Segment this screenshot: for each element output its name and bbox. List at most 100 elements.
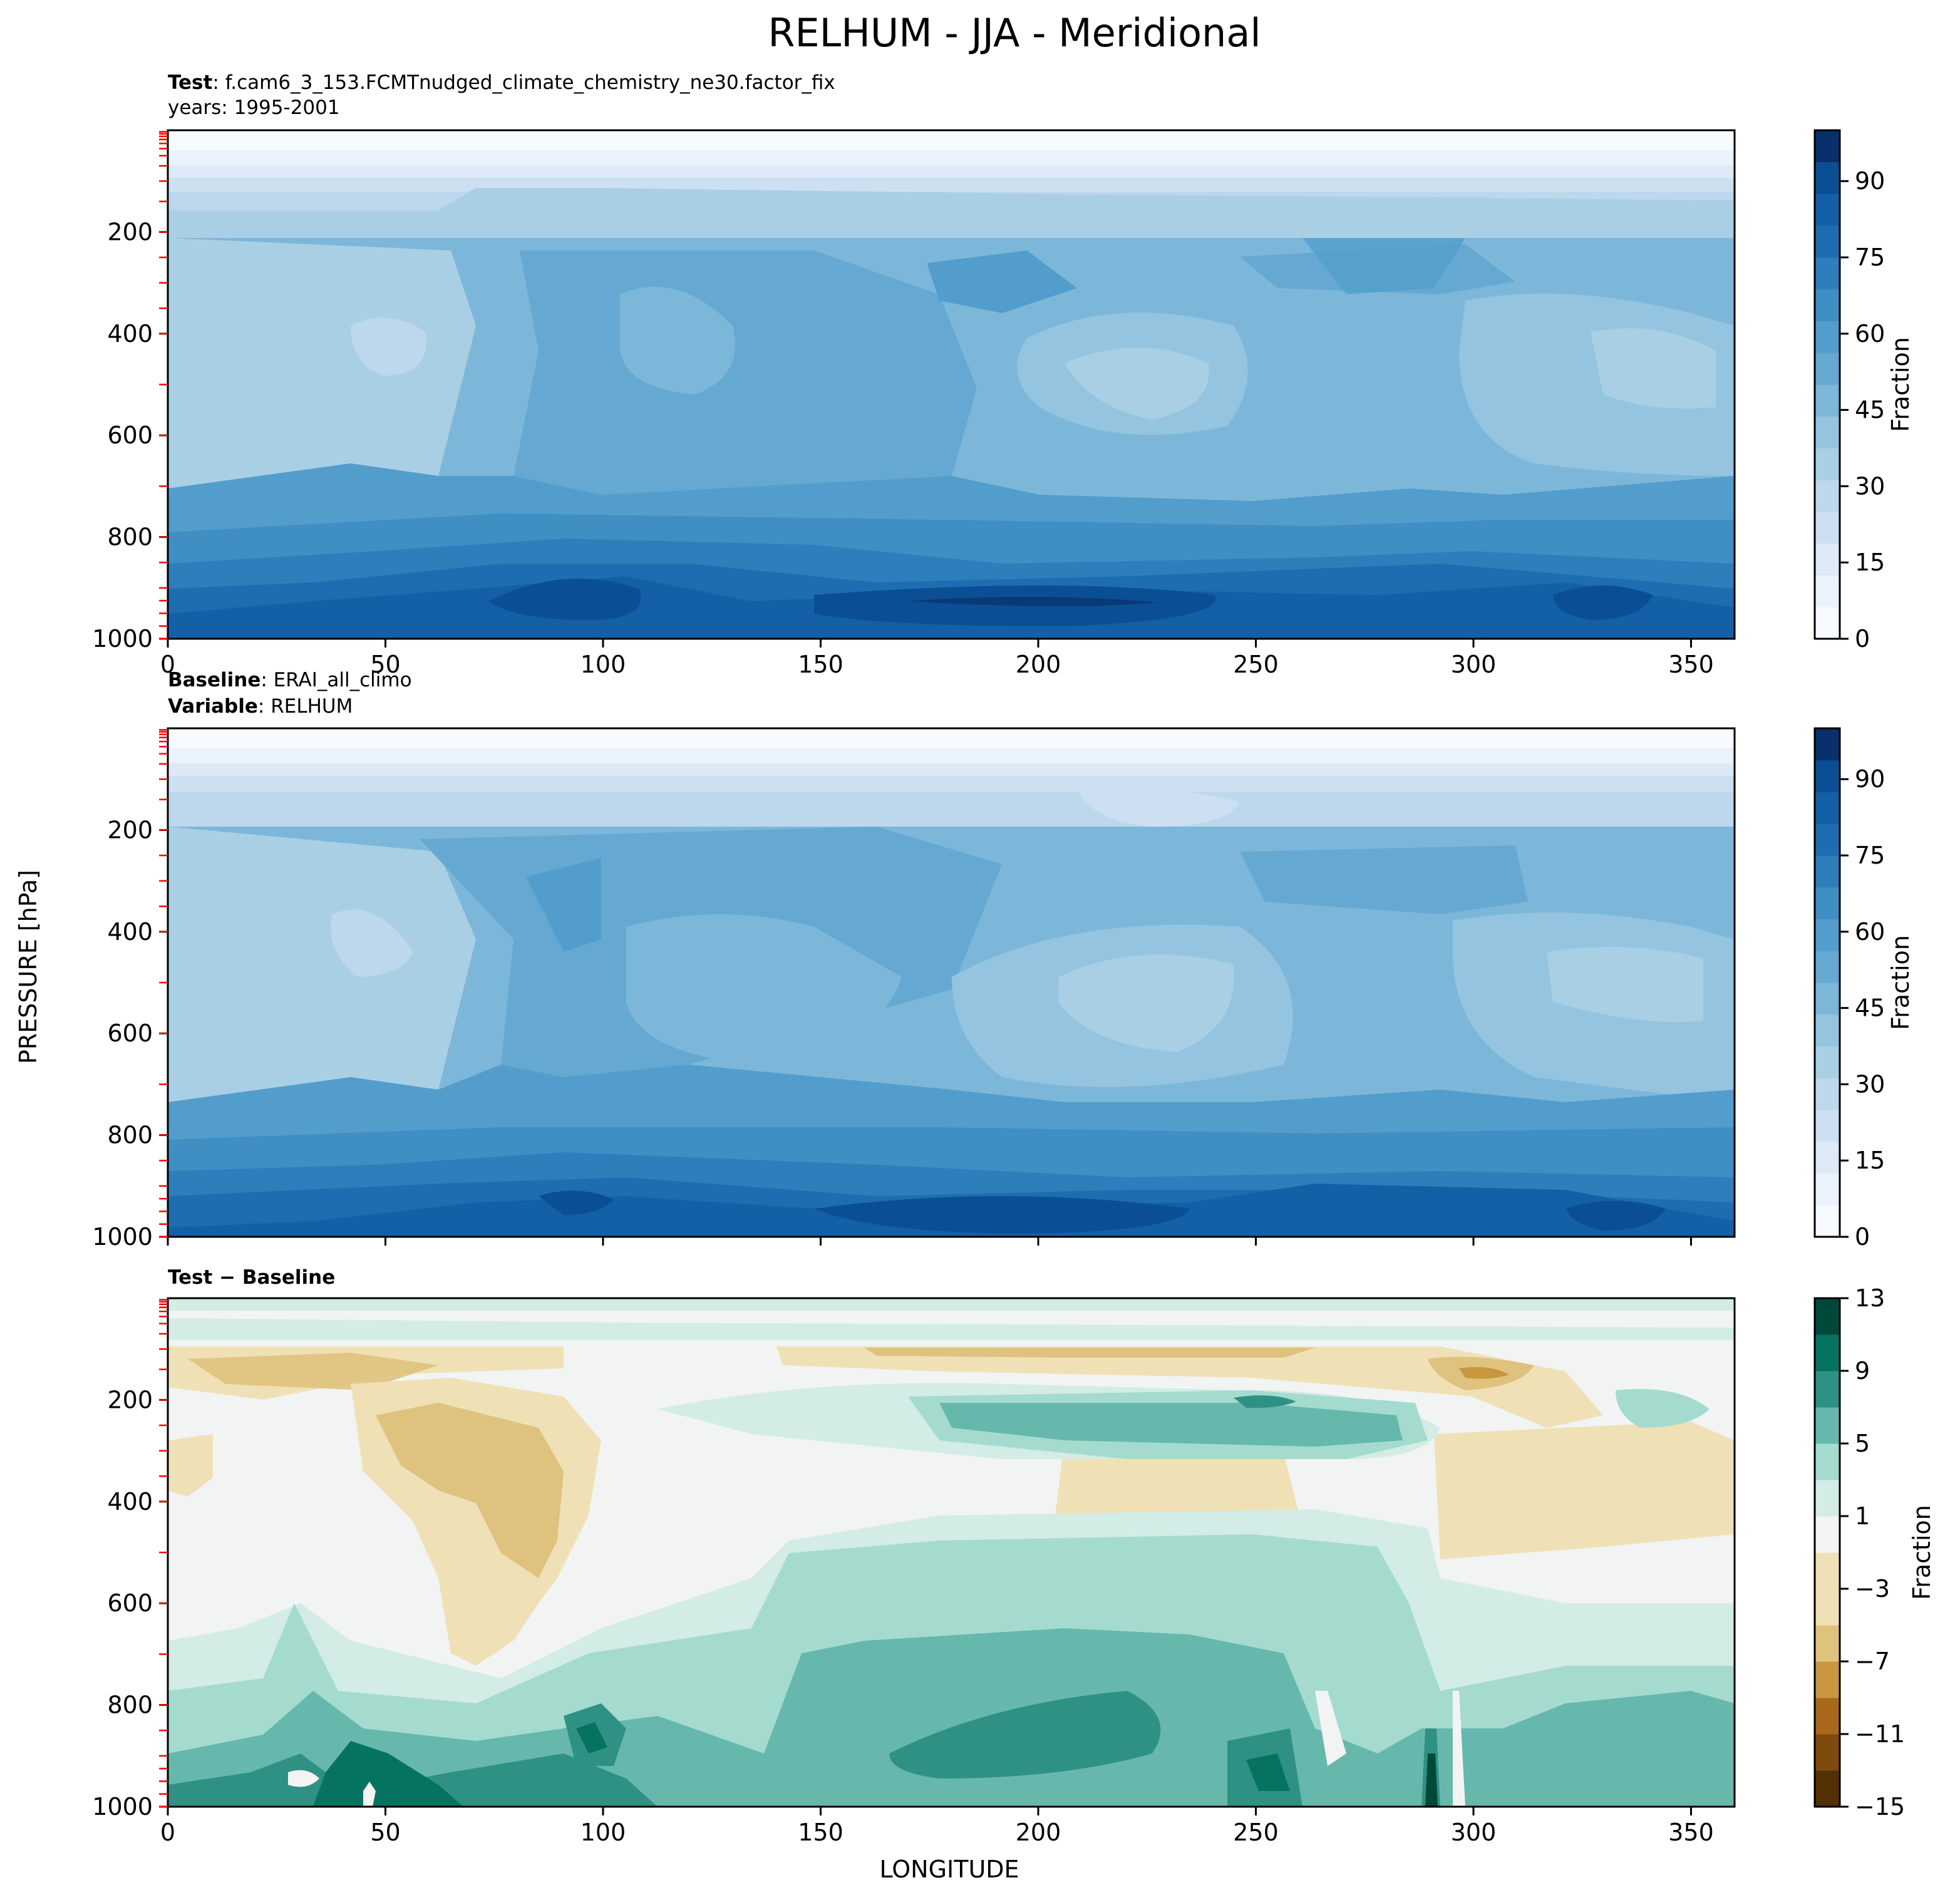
- colorbar-frame: [1813, 1297, 1841, 1808]
- colorbar-segment: [1815, 1046, 1840, 1078]
- colorbar-frame: [1813, 727, 1841, 1238]
- diff-contour-plot: [168, 1298, 1735, 1807]
- colorbar-segment: [1815, 1371, 1840, 1408]
- colorbar-tick-label: −3: [1855, 1575, 1890, 1603]
- variable-label: Variable: [168, 695, 258, 718]
- colorbar-segment: [1815, 1335, 1840, 1371]
- colorbar-segment: [1815, 1407, 1840, 1444]
- colorbar-tick-label: 15: [1855, 1147, 1885, 1174]
- colorbar-segment: [1815, 760, 1840, 792]
- x-tick-label: 250: [1233, 1819, 1279, 1846]
- figure-title: RELHUM - JJA - Meridional: [768, 10, 1261, 56]
- x-tick-label: 100: [580, 651, 626, 678]
- colorbar-segment: [1815, 1589, 1840, 1626]
- colorbar-segment: [1815, 1661, 1840, 1698]
- colorbar-tick-label: 90: [1855, 167, 1885, 195]
- colorbar-tick-label: 30: [1855, 472, 1885, 500]
- colorbar-segment: [1815, 1625, 1840, 1662]
- colorbar-segment: [1815, 130, 1840, 163]
- y-tick-label: 800: [107, 524, 153, 551]
- x-tick-label: 0: [160, 651, 175, 678]
- colorbar-label: Fraction: [1887, 935, 1914, 1030]
- colorbar-segment: [1815, 1770, 1840, 1807]
- colorbar-segment: [1815, 887, 1840, 919]
- x-tick-label: 200: [1016, 651, 1061, 678]
- colorbar-segment: [1815, 1734, 1840, 1771]
- colorbar-segment: [1815, 257, 1840, 290]
- x-tick-label: 350: [1668, 651, 1714, 678]
- x-tick-label: 250: [1233, 651, 1279, 678]
- colorbar-tick-label: 75: [1855, 244, 1885, 271]
- colorbar-tick-label: 60: [1855, 320, 1885, 348]
- test-label: Test: [168, 71, 213, 94]
- colorbar-segment: [1815, 385, 1840, 417]
- colorbar-segment: [1815, 728, 1840, 761]
- colorbar-tick-label: 15: [1855, 549, 1885, 576]
- variable-name: : RELHUM: [258, 695, 353, 718]
- y-tick-label: 200: [107, 218, 153, 245]
- colorbar-segment: [1815, 321, 1840, 353]
- colorbar-tick-label: −11: [1855, 1720, 1905, 1748]
- colorbar-tick-label: 30: [1855, 1070, 1885, 1098]
- x-tick-label: 350: [1668, 1819, 1714, 1846]
- test-panel-header: Test: f.cam6_3_153.FCMTnudged_climate_ch…: [168, 71, 835, 94]
- colorbar-tick-label: 9: [1855, 1357, 1870, 1385]
- colorbar-segment: [1815, 289, 1840, 321]
- colorbar-segment: [1815, 512, 1840, 544]
- x-tick-label: 300: [1451, 1819, 1497, 1846]
- y-tick-label: 600: [107, 421, 153, 449]
- colorbar-segment: [1815, 1443, 1840, 1480]
- colorbar-segment: [1815, 1173, 1840, 1206]
- x-tick-label: 150: [798, 651, 843, 678]
- y-tick-label: 400: [107, 320, 153, 348]
- x-axis-label: LONGITUDE: [879, 1856, 1019, 1883]
- y-tick-label: 400: [107, 918, 153, 946]
- y-tick-label: 600: [107, 1589, 153, 1617]
- colorbar-tick-label: 45: [1855, 994, 1885, 1022]
- colorbar-tick-label: 90: [1855, 765, 1885, 793]
- colorbar-tick-label: −15: [1855, 1793, 1905, 1820]
- colorbar-segment: [1815, 448, 1840, 480]
- colorbar-segment: [1815, 1078, 1840, 1110]
- colorbar-segment: [1815, 543, 1840, 576]
- colorbar-segment: [1815, 1110, 1840, 1142]
- y-tick-label: 800: [107, 1691, 153, 1719]
- baseline-panel-header: Baseline: ERAI_all_climo: [168, 669, 412, 691]
- y-tick-label: 600: [107, 1020, 153, 1047]
- colorbar-segment: [1815, 1698, 1840, 1735]
- colorbar-segment: [1815, 1014, 1840, 1046]
- colorbar-segment: [1815, 824, 1840, 856]
- colorbar-segment: [1815, 1298, 1840, 1335]
- colorbar-tick-label: 75: [1855, 842, 1885, 869]
- y-tick-label: 1000: [92, 1793, 153, 1820]
- y-axis-label: PRESSURE [hPa]: [14, 870, 42, 1064]
- colorbar-tick-label: 13: [1855, 1284, 1885, 1312]
- colorbar-segment: [1815, 919, 1840, 951]
- colorbar-tick-label: 45: [1855, 396, 1885, 424]
- x-tick-label: 300: [1451, 651, 1497, 678]
- test-years: years: 1995-2001: [168, 96, 340, 119]
- colorbar-tick-label: 60: [1855, 918, 1885, 946]
- colorbar-segment: [1815, 1516, 1840, 1553]
- y-tick-label: 400: [107, 1488, 153, 1515]
- baseline-contour-plot: [168, 728, 1735, 1237]
- colorbar-segment: [1815, 416, 1840, 448]
- colorbar-segment: [1815, 353, 1840, 385]
- x-tick-label: 150: [798, 1819, 843, 1846]
- y-tick-label: 200: [107, 1386, 153, 1413]
- colorbar-tick-label: 0: [1855, 625, 1870, 653]
- colorbar-segment: [1815, 575, 1840, 607]
- colorbar-segment: [1815, 951, 1840, 983]
- y-tick-label: 200: [107, 816, 153, 844]
- baseline-label: Baseline: [168, 669, 260, 691]
- y-tick-label: 1000: [92, 625, 153, 653]
- baseline-case-name: : ERAI_all_climo: [260, 669, 411, 691]
- colorbar-label: Fraction: [1887, 337, 1914, 432]
- test-case-name: : f.cam6_3_153.FCMTnudged_climate_chemis…: [212, 71, 835, 94]
- colorbar-tick-label: −7: [1855, 1648, 1890, 1675]
- y-tick-label: 1000: [92, 1223, 153, 1251]
- colorbar-segment: [1815, 1141, 1840, 1174]
- colorbar-segment: [1815, 792, 1840, 824]
